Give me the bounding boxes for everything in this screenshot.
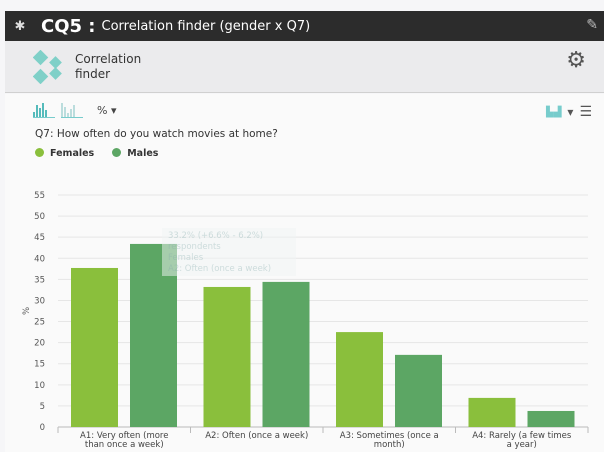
legend-label: Males: [127, 148, 159, 159]
bar-females[interactable]: [468, 397, 516, 427]
y-tick-label: 15: [34, 360, 45, 370]
chart-toolbar: % ▾: [33, 102, 116, 118]
bar-chart-view-button[interactable]: [33, 102, 55, 118]
x-tick-label: A4: Rarely (a few times: [472, 431, 572, 441]
x-tick-label: a year): [507, 440, 537, 450]
chevron-down-icon: ▾: [110, 103, 117, 117]
legend-item-males[interactable]: Males: [112, 148, 158, 159]
app-name-line2: finder: [75, 67, 111, 81]
y-axis-label: %: [22, 307, 32, 315]
app-header: Correlation finder ⚙: [5, 41, 604, 93]
unit-value: %: [97, 103, 108, 117]
y-tick-label: 35: [34, 275, 45, 285]
x-tick-label: A3: Sometimes (once a: [340, 431, 439, 441]
chevron-down-icon[interactable]: ▾: [567, 105, 574, 119]
unit-select[interactable]: % ▾: [97, 104, 116, 117]
legend-swatch: [35, 148, 44, 157]
tooltip-respondents: respondents: [168, 242, 221, 252]
bar-chart-alt-view-button[interactable]: [61, 102, 83, 118]
y-tick-label: 40: [34, 254, 45, 264]
x-tick-label: A1: Very often (more: [80, 431, 168, 441]
y-tick-label: 25: [34, 318, 45, 328]
menu-icon[interactable]: ☰: [579, 104, 592, 120]
pencil-icon[interactable]: ✎: [586, 17, 598, 33]
x-tick-label: A2: Often (once a week): [205, 431, 308, 441]
puzzle-icon[interactable]: ✱: [14, 18, 26, 34]
chart-options: ▙▟ ▾ ☰: [546, 104, 592, 120]
x-tick-label: than once a week): [85, 440, 164, 450]
tooltip-value: 33.2% (+6.6% - 6.2%): [168, 231, 264, 241]
bar-males[interactable]: [262, 281, 310, 427]
y-tick-label: 0: [40, 423, 45, 433]
y-tick-label: 55: [34, 191, 45, 201]
bar-females[interactable]: [71, 267, 118, 427]
bar-females[interactable]: [203, 286, 251, 427]
question-title: Q7: How often do you watch movies at hom…: [35, 128, 278, 140]
x-tick-label: month): [374, 440, 405, 450]
legend-label: Females: [50, 148, 95, 159]
legend-swatch: [112, 148, 122, 157]
chart-type-icon[interactable]: ▙▟: [546, 106, 562, 118]
correlation-finder-logo: [33, 50, 62, 84]
tooltip-category: A2: Often (once a week): [168, 264, 272, 274]
y-tick-label: 45: [34, 233, 45, 243]
y-tick-label: 50: [34, 212, 45, 222]
title-bar: ✱ CQ5 : Correlation finder (gender x Q7)…: [5, 11, 604, 41]
y-tick-label: 10: [34, 381, 45, 391]
y-tick-label: 5: [40, 402, 45, 412]
widget-title: Correlation finder (gender x Q7): [101, 18, 311, 34]
tooltip-series: Females: [168, 253, 204, 263]
legend-item-females[interactable]: Females: [35, 148, 94, 159]
chart-tooltip: 33.2% (+6.6% - 6.2%) respondents Females…: [162, 228, 296, 276]
y-tick-label: 20: [34, 339, 45, 349]
bar-males[interactable]: [395, 354, 442, 427]
gear-icon[interactable]: ⚙: [566, 48, 586, 73]
chart-legend: Females Males: [35, 148, 158, 159]
y-tick-label: 30: [34, 296, 45, 306]
app-name-line1: Correlation: [75, 52, 142, 66]
bar-females[interactable]: [336, 332, 383, 427]
widget-code: CQ5 :: [41, 15, 96, 37]
bar-males[interactable]: [527, 410, 575, 427]
app-name: Correlation finder: [75, 52, 141, 82]
